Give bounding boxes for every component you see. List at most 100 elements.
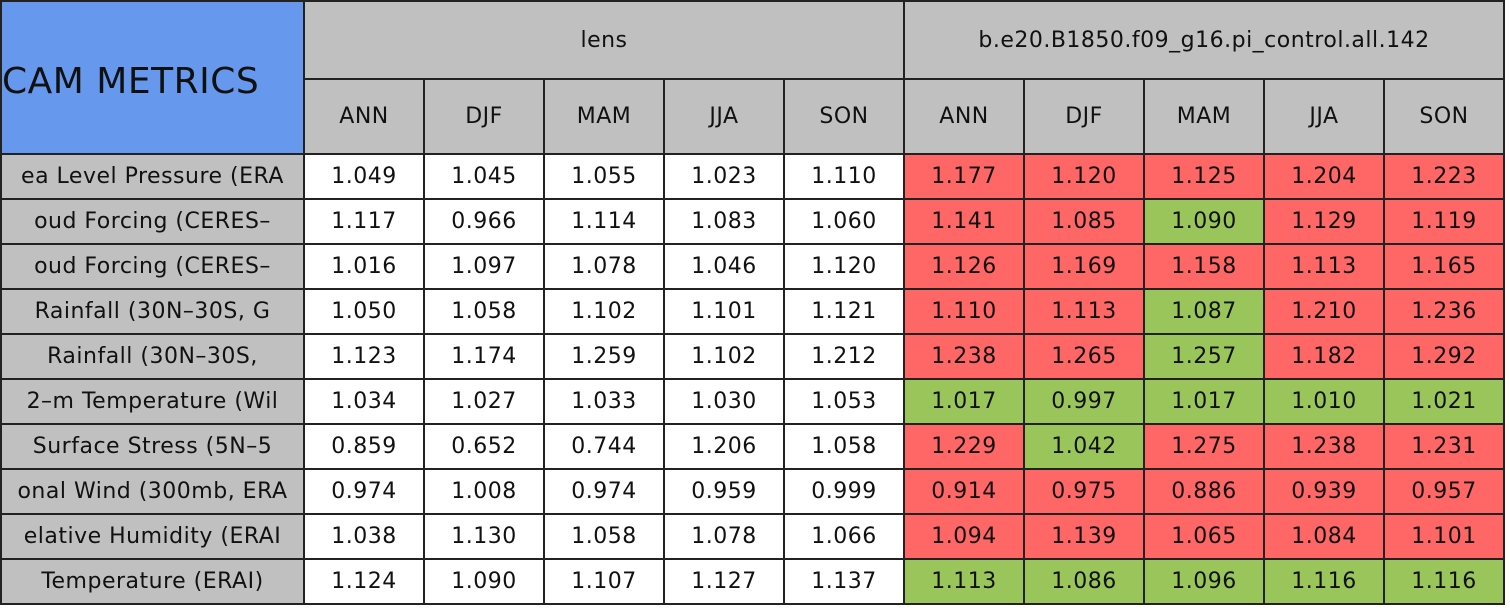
value-cell: 1.210	[1265, 290, 1385, 335]
value-cell: 1.177	[905, 155, 1025, 200]
value-cell: 1.055	[545, 155, 665, 200]
value-cell: 1.238	[905, 335, 1025, 380]
value-cell: 1.206	[665, 425, 785, 470]
value-cell: 1.113	[905, 560, 1025, 605]
value-cell: 1.292	[1385, 335, 1505, 380]
value-cell: 1.050	[305, 290, 425, 335]
value-cell: 1.066	[785, 515, 905, 560]
row-label: oud Forcing (CERES–	[0, 200, 305, 245]
value-cell: 1.113	[1265, 245, 1385, 290]
value-cell: 1.265	[1025, 335, 1145, 380]
value-cell: 1.236	[1385, 290, 1505, 335]
group-header: lens	[305, 0, 905, 80]
value-cell: 1.141	[905, 200, 1025, 245]
value-cell: 1.169	[1025, 245, 1145, 290]
row-label: Temperature (ERAI)	[0, 560, 305, 605]
season-header: JJA	[665, 80, 785, 155]
value-cell: 1.090	[425, 560, 545, 605]
value-cell: 1.231	[1385, 425, 1505, 470]
value-cell: 1.033	[545, 380, 665, 425]
title-cell: CAM METRICS	[0, 0, 305, 155]
season-header: DJF	[425, 80, 545, 155]
value-cell: 0.999	[785, 470, 905, 515]
value-cell: 0.957	[1385, 470, 1505, 515]
value-cell: 1.114	[545, 200, 665, 245]
value-cell: 1.165	[1385, 245, 1505, 290]
season-header: SON	[1385, 80, 1505, 155]
value-cell: 1.084	[1265, 515, 1385, 560]
value-cell: 1.102	[665, 335, 785, 380]
value-cell: 1.030	[665, 380, 785, 425]
value-cell: 0.652	[425, 425, 545, 470]
value-cell: 0.744	[545, 425, 665, 470]
value-cell: 1.060	[785, 200, 905, 245]
value-cell: 0.974	[545, 470, 665, 515]
value-cell: 1.046	[665, 245, 785, 290]
season-header: DJF	[1025, 80, 1145, 155]
value-cell: 1.078	[665, 515, 785, 560]
value-cell: 0.966	[425, 200, 545, 245]
value-cell: 1.101	[1385, 515, 1505, 560]
value-cell: 1.058	[425, 290, 545, 335]
value-cell: 1.017	[1145, 380, 1265, 425]
value-cell: 1.049	[305, 155, 425, 200]
value-cell: 0.859	[305, 425, 425, 470]
row-label: oud Forcing (CERES–	[0, 245, 305, 290]
value-cell: 0.914	[905, 470, 1025, 515]
row-label: ea Level Pressure (ERA	[0, 155, 305, 200]
value-cell: 1.223	[1385, 155, 1505, 200]
value-cell: 1.182	[1265, 335, 1385, 380]
value-cell: 1.139	[1025, 515, 1145, 560]
value-cell: 1.123	[305, 335, 425, 380]
season-header: SON	[785, 80, 905, 155]
season-header: ANN	[305, 80, 425, 155]
value-cell: 1.096	[1145, 560, 1265, 605]
value-cell: 1.238	[1265, 425, 1385, 470]
season-header: JJA	[1265, 80, 1385, 155]
value-cell: 1.085	[1025, 200, 1145, 245]
value-cell: 0.975	[1025, 470, 1145, 515]
value-cell: 1.158	[1145, 245, 1265, 290]
value-cell: 1.094	[905, 515, 1025, 560]
value-cell: 1.275	[1145, 425, 1265, 470]
value-cell: 1.130	[425, 515, 545, 560]
value-cell: 1.065	[1145, 515, 1265, 560]
group-header: b.e20.B1850.f09_g16.pi_control.all.142	[905, 0, 1505, 80]
value-cell: 1.078	[545, 245, 665, 290]
value-cell: 1.110	[905, 290, 1025, 335]
row-label: Surface Stress (5N–5	[0, 425, 305, 470]
value-cell: 1.058	[545, 515, 665, 560]
value-cell: 1.259	[545, 335, 665, 380]
value-cell: 1.086	[1025, 560, 1145, 605]
value-cell: 1.257	[1145, 335, 1265, 380]
value-cell: 0.959	[665, 470, 785, 515]
value-cell: 1.127	[665, 560, 785, 605]
value-cell: 1.102	[545, 290, 665, 335]
value-cell: 1.229	[905, 425, 1025, 470]
value-cell: 1.008	[425, 470, 545, 515]
value-cell: 1.034	[305, 380, 425, 425]
value-cell: 1.124	[305, 560, 425, 605]
value-cell: 1.058	[785, 425, 905, 470]
value-cell: 1.023	[665, 155, 785, 200]
value-cell: 1.120	[785, 245, 905, 290]
value-cell: 1.212	[785, 335, 905, 380]
value-cell: 0.974	[305, 470, 425, 515]
value-cell: 1.119	[1385, 200, 1505, 245]
value-cell: 1.116	[1265, 560, 1385, 605]
value-cell: 1.027	[425, 380, 545, 425]
value-cell: 1.121	[785, 290, 905, 335]
season-header: MAM	[545, 80, 665, 155]
value-cell: 1.126	[905, 245, 1025, 290]
value-cell: 1.097	[425, 245, 545, 290]
value-cell: 1.053	[785, 380, 905, 425]
value-cell: 1.042	[1025, 425, 1145, 470]
value-cell: 1.087	[1145, 290, 1265, 335]
value-cell: 1.083	[665, 200, 785, 245]
value-cell: 1.038	[305, 515, 425, 560]
value-cell: 0.939	[1265, 470, 1385, 515]
row-label: Rainfall (30N–30S,	[0, 335, 305, 380]
value-cell: 1.090	[1145, 200, 1265, 245]
row-label: 2–m Temperature (Wil	[0, 380, 305, 425]
